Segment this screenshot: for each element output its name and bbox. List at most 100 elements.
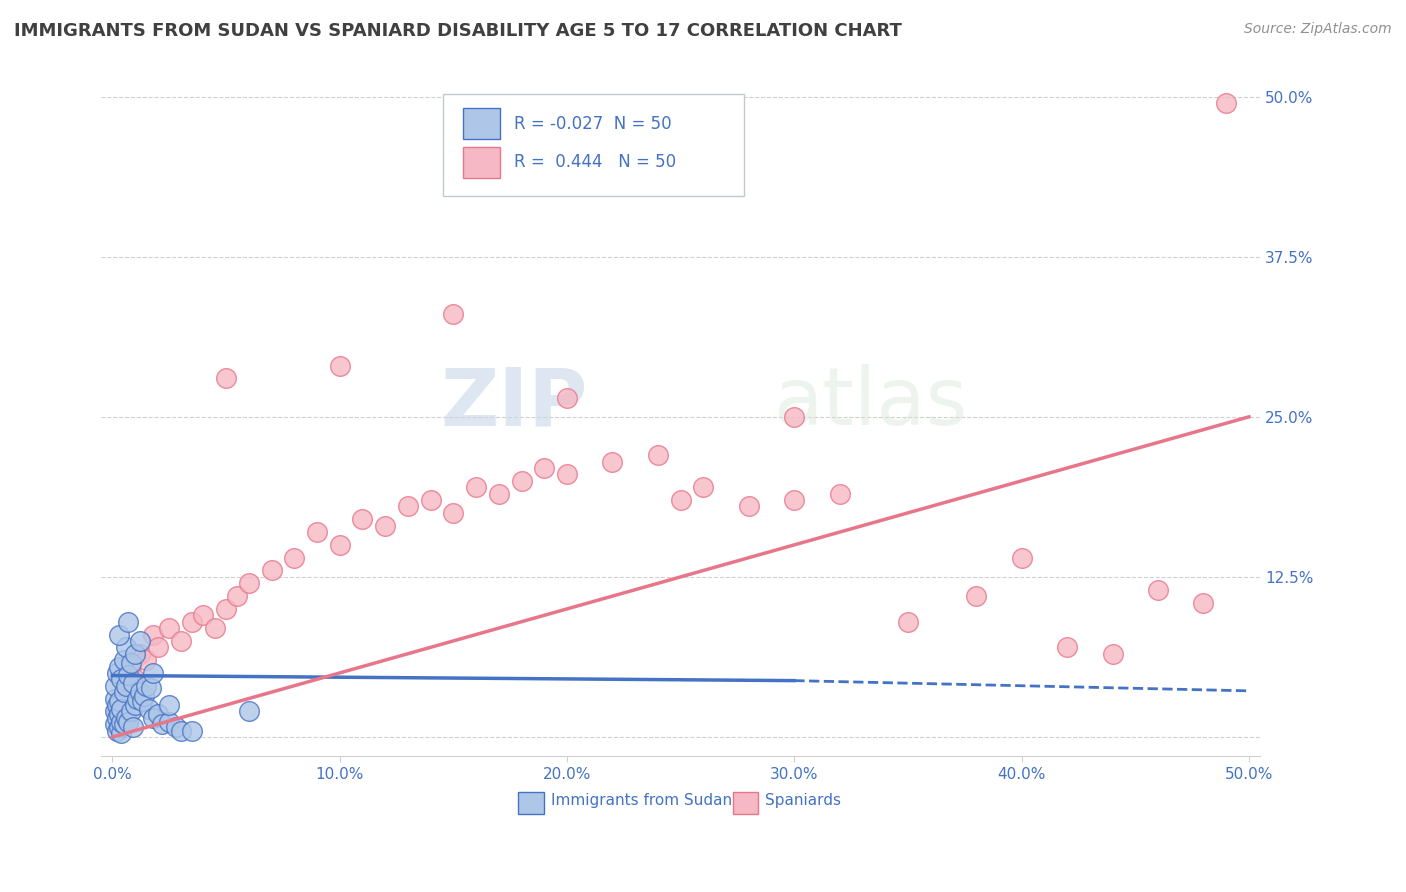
Point bbox=[142, 627, 165, 641]
Point bbox=[104, 717, 127, 731]
Point bbox=[134, 689, 156, 703]
Point bbox=[204, 621, 226, 635]
Point bbox=[108, 694, 131, 708]
Point bbox=[127, 691, 149, 706]
Point bbox=[104, 691, 127, 706]
Point bbox=[305, 524, 328, 539]
Point bbox=[105, 711, 128, 725]
Point bbox=[238, 576, 260, 591]
Text: ZIP: ZIP bbox=[440, 364, 588, 442]
Point bbox=[105, 665, 128, 680]
Point bbox=[374, 518, 396, 533]
Text: Immigrants from Sudan: Immigrants from Sudan bbox=[551, 793, 733, 808]
Point bbox=[1147, 582, 1170, 597]
Point bbox=[128, 634, 150, 648]
Bar bbox=[463, 108, 499, 139]
Text: IMMIGRANTS FROM SUDAN VS SPANIARD DISABILITY AGE 5 TO 17 CORRELATION CHART: IMMIGRANTS FROM SUDAN VS SPANIARD DISABI… bbox=[14, 22, 901, 40]
Point bbox=[555, 391, 578, 405]
Point bbox=[124, 673, 146, 687]
Point bbox=[108, 706, 131, 721]
Point bbox=[120, 656, 142, 670]
Point bbox=[112, 653, 135, 667]
Point bbox=[108, 659, 131, 673]
Point bbox=[115, 640, 138, 655]
Point bbox=[115, 679, 138, 693]
Point bbox=[112, 685, 135, 699]
Point bbox=[238, 704, 260, 718]
Point bbox=[112, 691, 135, 706]
Point bbox=[135, 679, 157, 693]
Point bbox=[1192, 595, 1215, 609]
Point bbox=[555, 467, 578, 482]
Point bbox=[108, 627, 131, 641]
Point bbox=[120, 659, 142, 673]
Point bbox=[283, 550, 305, 565]
Point bbox=[1101, 647, 1123, 661]
Point bbox=[139, 681, 162, 696]
Point bbox=[465, 480, 488, 494]
Text: atlas: atlas bbox=[773, 364, 967, 442]
Point bbox=[329, 359, 352, 373]
Point bbox=[215, 371, 238, 385]
Point bbox=[157, 621, 180, 635]
Point bbox=[105, 723, 128, 738]
Point bbox=[117, 615, 139, 629]
Point bbox=[117, 714, 139, 729]
Text: R = -0.027  N = 50: R = -0.027 N = 50 bbox=[513, 114, 671, 133]
Point bbox=[135, 653, 157, 667]
Point bbox=[329, 538, 352, 552]
Point bbox=[533, 461, 555, 475]
Point bbox=[783, 493, 806, 508]
Text: Spaniards: Spaniards bbox=[765, 793, 841, 808]
Point bbox=[104, 704, 127, 718]
Point bbox=[419, 493, 441, 508]
Point bbox=[602, 455, 624, 469]
Point bbox=[104, 679, 127, 693]
Point bbox=[115, 711, 138, 725]
Point bbox=[510, 474, 533, 488]
Point bbox=[169, 634, 191, 648]
Point bbox=[169, 723, 191, 738]
Point bbox=[157, 714, 180, 729]
Point bbox=[142, 711, 165, 725]
Point bbox=[193, 608, 215, 623]
Point bbox=[142, 665, 165, 680]
Point bbox=[112, 717, 135, 731]
Point bbox=[828, 486, 851, 500]
Point bbox=[1056, 640, 1078, 655]
Text: Source: ZipAtlas.com: Source: ZipAtlas.com bbox=[1244, 22, 1392, 37]
Point bbox=[128, 685, 150, 699]
Point bbox=[396, 500, 419, 514]
Point bbox=[124, 647, 146, 661]
Point bbox=[1011, 550, 1033, 565]
Point bbox=[965, 589, 987, 603]
Point bbox=[488, 486, 510, 500]
Point bbox=[146, 706, 169, 721]
Point bbox=[105, 704, 128, 718]
Point bbox=[146, 640, 169, 655]
Point bbox=[441, 307, 464, 321]
Point bbox=[121, 720, 143, 734]
Point bbox=[105, 698, 128, 712]
Point bbox=[121, 676, 143, 690]
Point bbox=[181, 615, 204, 629]
Point bbox=[110, 673, 132, 687]
Point bbox=[1215, 96, 1237, 111]
Point bbox=[352, 512, 374, 526]
Point bbox=[215, 602, 238, 616]
Point bbox=[897, 615, 920, 629]
Point bbox=[669, 493, 692, 508]
Point bbox=[152, 717, 174, 731]
Point bbox=[110, 726, 132, 740]
Point bbox=[117, 668, 139, 682]
FancyBboxPatch shape bbox=[443, 95, 744, 196]
Text: R =  0.444   N = 50: R = 0.444 N = 50 bbox=[513, 153, 676, 171]
Point bbox=[138, 702, 160, 716]
Point bbox=[226, 589, 249, 603]
Bar bbox=[519, 792, 544, 814]
Point bbox=[131, 694, 153, 708]
Point bbox=[128, 647, 150, 661]
Point bbox=[108, 720, 131, 734]
Point bbox=[120, 704, 142, 718]
Point bbox=[260, 564, 283, 578]
